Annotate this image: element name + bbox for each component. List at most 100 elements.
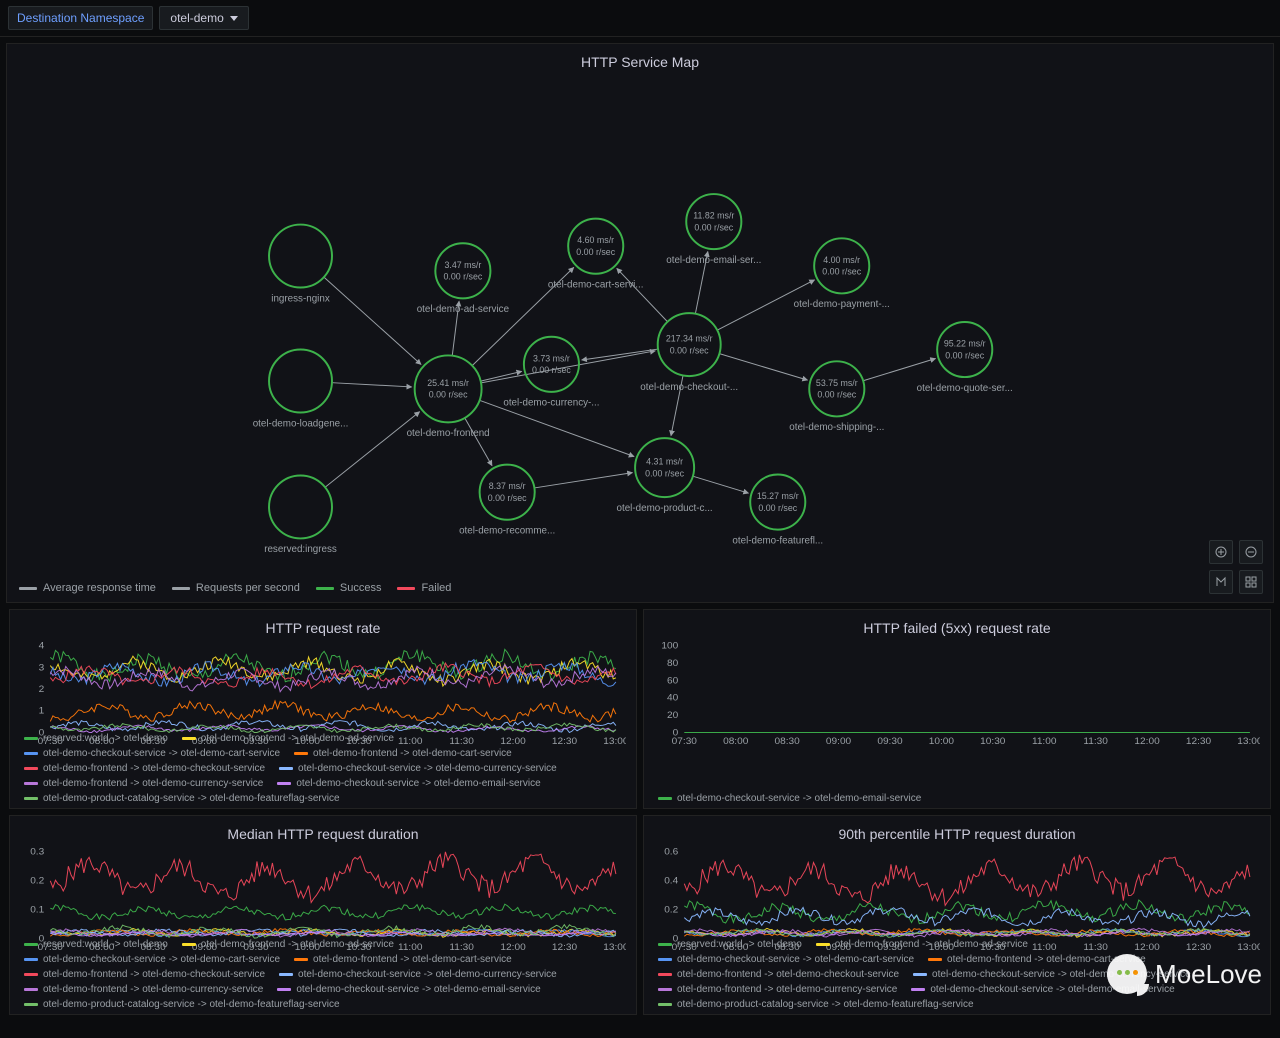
panel-title: Median HTTP request duration [10, 816, 636, 846]
svg-text:40: 40 [667, 693, 679, 704]
chart-canvas[interactable]: 00.10.20.307:3008:0008:3009:0009:3010:00… [20, 846, 626, 952]
svg-text:09:30: 09:30 [877, 736, 903, 746]
svg-text:0.1: 0.1 [30, 905, 44, 916]
legend-item[interactable]: Requests per second [172, 582, 300, 594]
median-dur-panel: Median HTTP request duration 00.10.20.30… [9, 815, 637, 1015]
svg-text:11:30: 11:30 [1083, 736, 1108, 746]
legend-item[interactable]: otel-demo-checkout-service -> otel-demo-… [277, 778, 540, 789]
svg-text:otel-demo-ad-service: otel-demo-ad-service [417, 304, 510, 315]
svg-text:otel-demo-quote-ser...: otel-demo-quote-ser... [917, 383, 1013, 394]
svg-text:4: 4 [39, 641, 45, 652]
svg-text:11.82 ms/r: 11.82 ms/r [693, 211, 734, 221]
watermark: MoeLove [1107, 954, 1262, 994]
legend-item[interactable]: otel-demo-frontend -> otel-demo-ad-servi… [182, 939, 394, 950]
svg-text:0.00 r/sec: 0.00 r/sec [488, 493, 527, 503]
svg-text:0.2: 0.2 [30, 876, 44, 887]
svg-text:10:30: 10:30 [980, 736, 1006, 746]
svg-text:08:00: 08:00 [723, 736, 749, 746]
service-map-panel: HTTP Service Map ingress-nginxotel-demo-… [6, 43, 1274, 603]
chart-legend: otel-demo-checkout-service -> otel-demo-… [658, 793, 1256, 804]
filter-dropdown[interactable]: otel-demo [159, 6, 248, 30]
svg-text:07:30: 07:30 [672, 736, 698, 746]
legend-item[interactable]: otel-demo-checkout-service -> otel-demo-… [24, 954, 280, 965]
layout-button[interactable] [1209, 570, 1233, 594]
legend-item[interactable]: Success [316, 582, 382, 594]
legend-item[interactable]: Average response time [19, 582, 156, 594]
legend-item[interactable]: otel-demo-frontend -> otel-demo-currency… [24, 778, 263, 789]
svg-text:0.00 r/sec: 0.00 r/sec [645, 468, 684, 478]
svg-text:100: 100 [661, 641, 678, 652]
svg-text:3.73 ms/r: 3.73 ms/r [533, 353, 570, 363]
svg-text:0.2: 0.2 [664, 905, 678, 916]
svg-text:12:30: 12:30 [1186, 736, 1212, 746]
failed-rate-panel: HTTP failed (5xx) request rate 020406080… [643, 609, 1271, 809]
panel-title: HTTP Service Map [7, 44, 1273, 74]
svg-text:0.00 r/sec: 0.00 r/sec [443, 272, 482, 282]
legend-item[interactable]: otel-demo-frontend -> otel-demo-checkout… [24, 763, 265, 774]
legend-item[interactable]: otel-demo-product-catalog-service -> ote… [24, 793, 340, 804]
svg-text:otel-demo-recomme...: otel-demo-recomme... [459, 526, 555, 537]
svg-text:4.60 ms/r: 4.60 ms/r [577, 235, 614, 245]
chart-legend: reserved:world -> otel-demo otel-demo-fro… [24, 939, 622, 1010]
legend-item[interactable]: otel-demo-frontend -> otel-demo-checkout… [658, 969, 899, 980]
svg-text:otel-demo-loadgene...: otel-demo-loadgene... [253, 418, 349, 429]
grid-button[interactable] [1239, 570, 1263, 594]
filter-value: otel-demo [170, 11, 223, 25]
svg-text:otel-demo-featurefl...: otel-demo-featurefl... [732, 535, 823, 546]
svg-text:2: 2 [39, 684, 45, 695]
legend-item[interactable]: otel-demo-frontend -> otel-demo-ad-servi… [182, 733, 394, 744]
legend-item[interactable]: Failed [397, 582, 451, 594]
legend-item[interactable]: otel-demo-checkout-service -> otel-demo-… [277, 984, 540, 995]
legend-item[interactable]: otel-demo-checkout-service -> otel-demo-… [279, 969, 557, 980]
svg-text:15.27 ms/r: 15.27 ms/r [757, 491, 799, 501]
svg-text:3: 3 [39, 663, 45, 674]
svg-text:otel-demo-cart-servi...: otel-demo-cart-servi... [548, 280, 644, 291]
svg-text:0.6: 0.6 [664, 847, 679, 858]
svg-text:0.00 r/sec: 0.00 r/sec [758, 503, 797, 513]
svg-text:otel-demo-payment-...: otel-demo-payment-... [794, 299, 890, 310]
svg-text:0.00 r/sec: 0.00 r/sec [576, 247, 615, 257]
svg-text:12:00: 12:00 [1134, 736, 1160, 746]
chart-canvas[interactable]: 02040608010007:3008:0008:3009:0009:3010:… [654, 640, 1260, 746]
legend-item[interactable]: reserved:world -> otel-demo [658, 939, 802, 950]
svg-text:0.4: 0.4 [664, 876, 679, 887]
legend-item[interactable]: otel-demo-product-catalog-service -> ote… [658, 999, 974, 1010]
legend-item[interactable]: otel-demo-frontend -> otel-demo-checkout… [24, 969, 265, 980]
legend-item[interactable]: reserved:world -> otel-demo [24, 733, 168, 744]
chart-legend: reserved:world -> otel-demo otel-demo-fro… [24, 733, 622, 804]
legend-item[interactable]: otel-demo-frontend -> otel-demo-cart-ser… [294, 748, 512, 759]
svg-text:0.00 r/sec: 0.00 r/sec [532, 365, 571, 375]
svg-text:0.00 r/sec: 0.00 r/sec [945, 350, 984, 360]
legend-item[interactable]: otel-demo-frontend -> otel-demo-currency… [24, 984, 263, 995]
svg-text:4.31 ms/r: 4.31 ms/r [646, 457, 683, 467]
zoom-out-button[interactable] [1239, 540, 1263, 564]
svg-text:0.00 r/sec: 0.00 r/sec [670, 345, 709, 355]
legend-item[interactable]: otel-demo-checkout-service -> otel-demo-… [658, 954, 914, 965]
legend-item[interactable]: otel-demo-frontend -> otel-demo-cart-ser… [294, 954, 512, 965]
svg-text:25.41 ms/r: 25.41 ms/r [427, 378, 469, 388]
svg-text:09:00: 09:00 [826, 736, 852, 746]
legend-item[interactable]: otel-demo-frontend -> otel-demo-ad-servi… [816, 939, 1028, 950]
panel-title: HTTP failed (5xx) request rate [644, 610, 1270, 640]
chart-canvas[interactable]: 0123407:3008:0008:3009:0009:3010:0010:30… [20, 640, 626, 746]
svg-text:80: 80 [667, 658, 679, 669]
filter-name: Destination Namespace [8, 6, 153, 30]
svg-text:8.37 ms/r: 8.37 ms/r [489, 481, 526, 491]
legend-item[interactable]: reserved:world -> otel-demo [24, 939, 168, 950]
map-controls [1209, 540, 1263, 594]
zoom-in-button[interactable] [1209, 540, 1233, 564]
legend-item[interactable]: otel-demo-frontend -> otel-demo-currency… [658, 984, 897, 995]
wechat-icon [1107, 954, 1147, 994]
legend-item[interactable]: otel-demo-checkout-service -> otel-demo-… [24, 748, 280, 759]
svg-text:otel-demo-currency-...: otel-demo-currency-... [503, 398, 599, 409]
legend-item[interactable]: otel-demo-checkout-service -> otel-demo-… [658, 793, 921, 804]
service-map-canvas[interactable]: ingress-nginxotel-demo-loadgene...reserv… [7, 74, 1273, 566]
legend-item[interactable]: otel-demo-product-catalog-service -> ote… [24, 999, 340, 1010]
chart-canvas[interactable]: 00.20.40.607:3008:0008:3009:0009:3010:00… [654, 846, 1260, 952]
legend-item[interactable]: otel-demo-checkout-service -> otel-demo-… [279, 763, 557, 774]
svg-text:0.00 r/sec: 0.00 r/sec [822, 267, 861, 277]
svg-text:1: 1 [39, 706, 45, 717]
svg-text:0.3: 0.3 [30, 847, 45, 858]
map-legend: Average response time Requests per second… [19, 582, 451, 594]
svg-text:reserved:ingress: reserved:ingress [264, 544, 337, 555]
